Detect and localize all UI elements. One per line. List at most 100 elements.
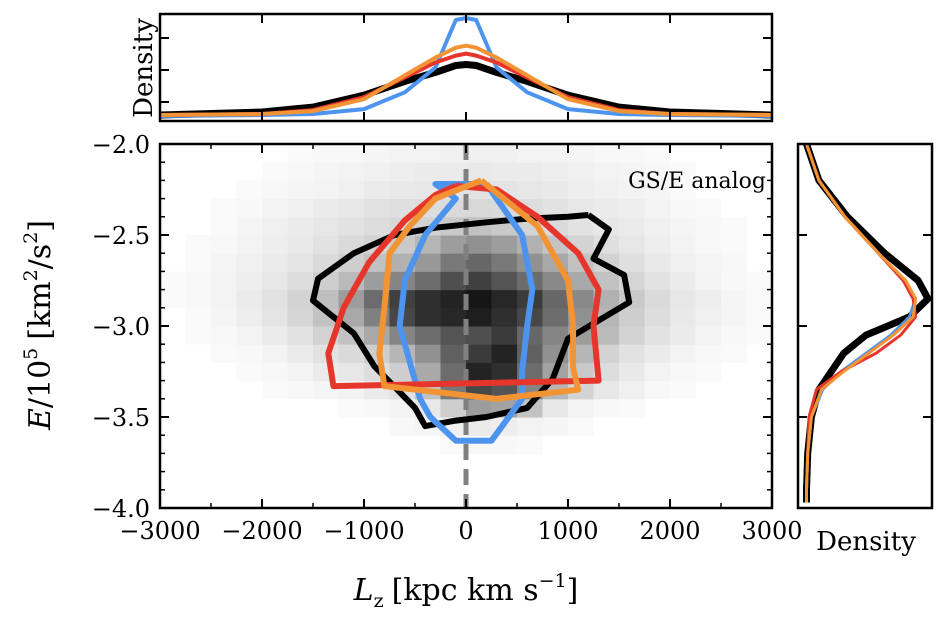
heatmap-cell [466, 344, 492, 363]
top-panel-ylabel: Density [129, 18, 159, 118]
heatmap-cell [721, 235, 747, 254]
heatmap-cell [593, 180, 620, 200]
x-tick-label: 3000 [741, 517, 802, 545]
heatmap-cell [185, 235, 212, 254]
heatmap-cell [670, 235, 696, 254]
heatmap-cell [364, 162, 390, 181]
heatmap-cell [389, 180, 416, 200]
heatmap-cell [619, 144, 645, 163]
heatmap-cell [542, 326, 569, 345]
contour-series-2 [325, 182, 602, 390]
heatmap-cell [211, 253, 237, 272]
x-tick-label: 2000 [639, 517, 700, 545]
heatmap-cell [746, 289, 773, 309]
heatmap-cell [542, 289, 569, 309]
heatmap-cell [466, 162, 492, 181]
heatmap-cell [670, 326, 696, 345]
heatmap-cell [211, 307, 237, 327]
heatmap-cell [415, 289, 441, 309]
heatmap-cell [211, 235, 237, 254]
heatmap-cell [568, 271, 594, 291]
heatmap-cell [287, 307, 314, 327]
heatmap-cell [670, 271, 696, 291]
heatmap-cell [542, 180, 569, 200]
heatmap-cell [236, 216, 263, 236]
heatmap-cell [721, 253, 747, 272]
heatmap-cell [517, 180, 543, 200]
contour-series-3 [376, 177, 582, 402]
heatmap-cell [644, 198, 671, 218]
heatmap-cell [721, 271, 747, 291]
heatmap-cell [415, 253, 441, 272]
heatmap-cell [644, 362, 671, 382]
contour-series-0 [310, 212, 633, 430]
heatmap-cell [619, 326, 645, 345]
heatmap-cell [542, 271, 569, 291]
heatmap-cell [364, 216, 390, 236]
heatmap-cell [593, 398, 620, 418]
heatmap-cell [415, 344, 441, 363]
heatmap-cell [338, 216, 365, 236]
heatmap-cell [721, 344, 747, 363]
heatmap-cell [313, 216, 339, 236]
heatmap-cell [364, 198, 390, 218]
heatmap-cell [262, 307, 288, 327]
y-tick-label: −3.5 [92, 404, 150, 432]
heatmap-cell [491, 326, 518, 345]
heatmap-cell [491, 435, 518, 454]
heatmap-cell [644, 307, 671, 327]
heatmap-cell [211, 326, 237, 345]
heatmap-cell [262, 380, 288, 400]
heatmap-cell [364, 398, 390, 418]
heatmap-cell [389, 162, 416, 181]
heatmap-cell [287, 198, 314, 218]
heatmap-cell [415, 271, 441, 291]
heatmap-cell [262, 271, 288, 291]
heatmap-cell [644, 144, 671, 163]
heatmap-cell [364, 144, 390, 163]
x-tick-label: −3000 [119, 517, 200, 545]
heatmap-cell [644, 235, 671, 254]
heatmap-cell [644, 162, 671, 181]
heatmap-cell [568, 144, 594, 163]
heatmap-cell [185, 289, 212, 309]
heatmap-cell [160, 289, 186, 309]
heatmap-cell [287, 326, 314, 345]
heatmap-cell [593, 380, 620, 400]
heatmap-cell [466, 307, 492, 327]
heatmap-cell [313, 180, 339, 200]
y-tick-label: −4.0 [92, 495, 150, 523]
heatmap-cell [440, 253, 467, 272]
heatmap-cell [568, 398, 594, 418]
heatmap-cell [644, 344, 671, 363]
heatmap-cell [542, 417, 569, 436]
heatmap-cell [695, 271, 722, 291]
heatmap-cell [262, 235, 288, 254]
heatmap-cell [721, 326, 747, 345]
heatmap-cell [287, 380, 314, 400]
heatmap-cell [619, 307, 645, 327]
heatmap-cell [287, 144, 314, 163]
heatmap-cell [262, 253, 288, 272]
heatmap-cell [440, 398, 467, 418]
heatmap-cell [644, 271, 671, 291]
heatmap-cell [568, 180, 594, 200]
heatmap-cell [440, 326, 467, 345]
axis-frames [158, 12, 934, 510]
heatmap-cell [262, 216, 288, 236]
heatmap-cell [517, 435, 543, 454]
heatmap-cell [670, 307, 696, 327]
heatmap-cell [466, 326, 492, 345]
heatmap-cell [619, 380, 645, 400]
heatmap-cell [644, 380, 671, 400]
heatmap-cell [619, 162, 645, 181]
heatmap-cell [364, 326, 390, 345]
heatmap [160, 144, 773, 508]
heatmap-cell [721, 307, 747, 327]
heatmap-cell [236, 198, 263, 218]
heatmap-cell [466, 144, 492, 163]
heatmap-cell [313, 198, 339, 218]
right-panel-frame [796, 142, 934, 510]
heatmap-cell [364, 180, 390, 200]
heatmap-cell [262, 289, 288, 309]
